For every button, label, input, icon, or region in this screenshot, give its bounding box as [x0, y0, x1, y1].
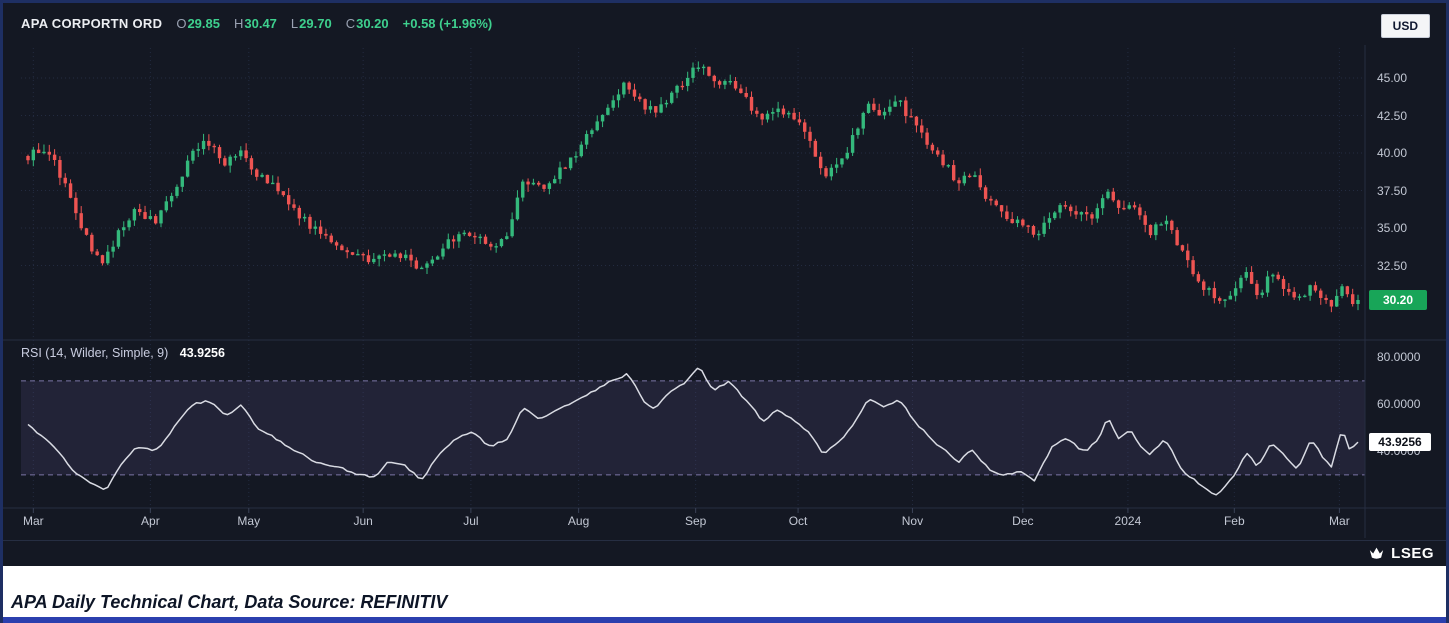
rsi-settings-label[interactable]: RSI (14, Wilder, Simple, 9): [21, 346, 168, 360]
lseg-brand: LSEG: [1391, 545, 1434, 562]
chart-panel: APA CORPORTN ORD O29.85 H30.47 L29.70 C3…: [3, 3, 1446, 566]
chart-canvas[interactable]: [3, 3, 1446, 566]
caption-strip: APA Daily Technical Chart, Data Source: …: [3, 566, 1446, 617]
ohlc-high: H30.47: [234, 16, 277, 31]
ohlc-close: C30.20: [346, 16, 389, 31]
last-price-badge: 30.20: [1369, 290, 1427, 310]
bottom-accent-bar: [0, 617, 1449, 623]
instrument-name: APA CORPORTN ORD: [21, 16, 162, 31]
rsi-header: RSI (14, Wilder, Simple, 9) 43.9256: [21, 346, 225, 360]
rsi-value-badge: 43.9256: [1369, 433, 1431, 451]
currency-badge: USD: [1381, 14, 1430, 38]
price-change: +0.58 (+1.96%): [403, 16, 493, 31]
ohlc-open: O29.85: [176, 16, 220, 31]
rsi-current-value: 43.9256: [180, 346, 225, 360]
ohlc-low: L29.70: [291, 16, 332, 31]
lseg-logo-icon: [1368, 546, 1385, 561]
footer-bar: LSEG: [3, 540, 1446, 566]
caption-text: APA Daily Technical Chart, Data Source: …: [11, 592, 447, 613]
chart-window: APA CORPORTN ORD O29.85 H30.47 L29.70 C3…: [0, 0, 1449, 623]
instrument-header: APA CORPORTN ORD O29.85 H30.47 L29.70 C3…: [21, 16, 492, 31]
